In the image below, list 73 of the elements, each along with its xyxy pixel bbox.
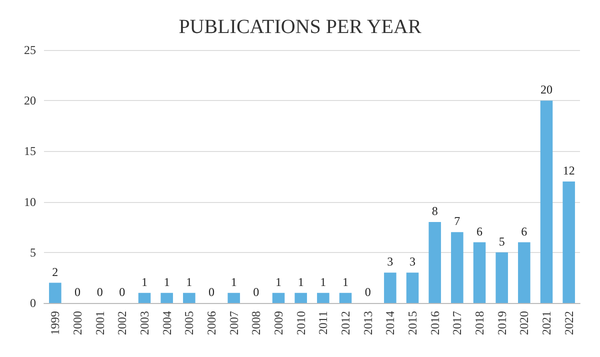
data-label: 6	[476, 224, 482, 238]
bar	[272, 292, 285, 303]
x-tick-label: 2014	[383, 311, 398, 335]
data-label: 1	[164, 274, 170, 289]
bar	[428, 222, 441, 303]
bar	[540, 100, 553, 303]
bar	[160, 292, 173, 303]
data-label: 0	[119, 285, 126, 299]
x-tick-label: 2018	[472, 311, 486, 335]
x-tick-label: 2016	[428, 311, 442, 335]
y-tick-label: 5	[30, 245, 36, 260]
x-tick-label: 2001	[92, 311, 107, 335]
y-tick-label: 20	[24, 94, 36, 108]
x-tick-label: 2015	[406, 311, 420, 335]
data-label: 0	[364, 285, 371, 299]
bar	[183, 292, 196, 303]
y-tick-label: 0	[30, 296, 36, 310]
data-label: 0	[208, 285, 214, 299]
data-label: 5	[498, 234, 505, 248]
bar	[228, 292, 240, 303]
data-label: 1	[320, 274, 326, 289]
bar	[294, 292, 307, 303]
x-tick-label: 2006	[204, 311, 218, 335]
bar	[562, 182, 575, 303]
x-tick-label: 2012	[338, 311, 352, 335]
bar	[406, 272, 419, 303]
data-label: 1	[230, 274, 237, 289]
data-label: 1	[298, 274, 304, 289]
x-tick-label: 2009	[272, 311, 286, 335]
x-tick-label: 2017	[450, 311, 464, 335]
data-label: 3	[387, 254, 394, 269]
bar	[339, 292, 352, 303]
x-tick-label: 2020	[517, 311, 532, 335]
data-label: 6	[521, 224, 528, 238]
data-label: 8	[432, 204, 438, 218]
y-tick-label: 10	[24, 194, 36, 209]
x-tick-label: 2000	[70, 311, 84, 335]
x-tick-label: 2011	[316, 311, 330, 335]
x-tick-label: 2021	[540, 311, 554, 335]
data-label: 2	[52, 264, 58, 279]
data-label: 1	[342, 274, 348, 289]
x-tick-label: 2008	[249, 311, 264, 335]
x-tick-label: 2003	[138, 311, 152, 335]
x-tick-label: 2022	[562, 311, 576, 335]
data-label: 12	[562, 164, 575, 178]
data-label: 0	[74, 285, 80, 299]
x-tick-label: 2004	[160, 311, 174, 335]
bar	[473, 242, 486, 303]
data-label: 20	[540, 82, 552, 97]
data-label: 0	[253, 285, 260, 299]
x-tick-label: 2002	[115, 311, 130, 335]
bar	[317, 292, 330, 303]
x-tick-label: 1999	[48, 311, 62, 335]
data-label: 1	[186, 274, 192, 289]
chart-title: PUBLICATIONS PER YEAR	[178, 16, 422, 38]
bar	[49, 282, 62, 303]
bar	[496, 252, 508, 303]
bar	[451, 232, 464, 303]
bar	[138, 292, 151, 303]
x-tick-label: 2010	[294, 311, 308, 335]
y-tick-label: 15	[24, 144, 36, 158]
data-label: 1	[142, 274, 148, 289]
y-tick-label: 25	[24, 43, 36, 57]
data-label: 1	[276, 274, 282, 289]
bar	[384, 272, 396, 303]
data-label: 0	[96, 285, 103, 299]
data-label: 7	[454, 214, 460, 228]
x-tick-label: 2007	[226, 311, 241, 335]
x-tick-label: 2013	[360, 311, 375, 335]
x-tick-label: 2005	[182, 311, 196, 335]
bar	[518, 242, 530, 303]
x-tick-label: 2019	[494, 311, 509, 335]
data-label: 3	[410, 254, 416, 269]
